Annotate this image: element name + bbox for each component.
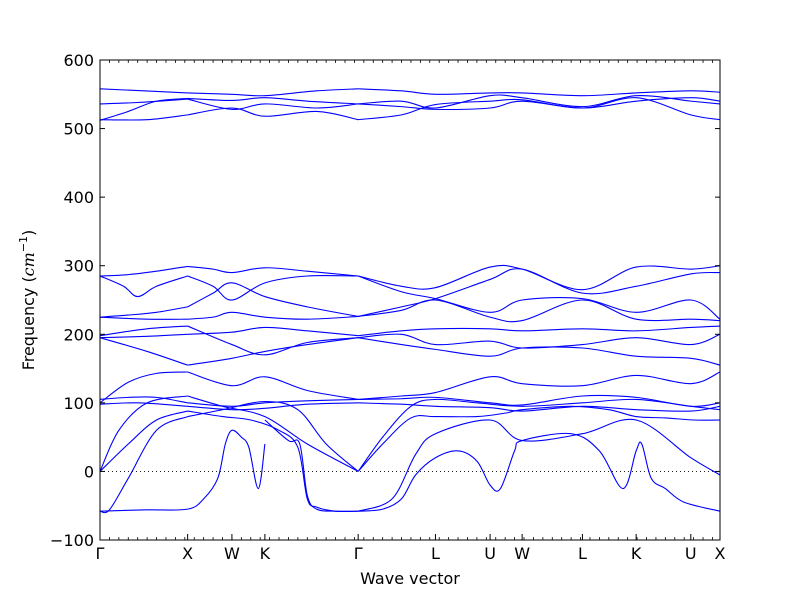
band-line-6 xyxy=(187,88,359,97)
band-line-38 xyxy=(187,402,359,411)
band-line-29 xyxy=(187,326,359,337)
band-line-48 xyxy=(187,395,359,472)
y-tick-label: 400 xyxy=(63,188,94,207)
y-tick-label: 500 xyxy=(63,120,94,139)
band-line-35 xyxy=(99,402,188,407)
y-tick-label: 300 xyxy=(63,257,94,276)
x-tick-label: Γ xyxy=(96,544,105,563)
band-line-14 xyxy=(99,306,188,318)
band-line-22 xyxy=(357,275,721,320)
band-line-50 xyxy=(357,405,721,472)
y-axis-label: Frequency (cm−1) xyxy=(17,230,38,371)
band-line-53 xyxy=(357,418,721,512)
band-line-45 xyxy=(99,429,266,512)
band-line-26 xyxy=(99,333,188,339)
plot-frame xyxy=(99,59,721,541)
band-line-46 xyxy=(187,410,359,513)
x-tick-label: W xyxy=(514,544,530,563)
band-line-47 xyxy=(264,419,359,512)
band-line-0 xyxy=(99,97,188,121)
band-line-24 xyxy=(99,337,188,366)
band-line-36 xyxy=(187,371,359,400)
band-line-11 xyxy=(358,94,721,109)
band-line-23 xyxy=(358,299,721,323)
band-line-20 xyxy=(358,264,721,291)
band-line-3 xyxy=(99,114,188,121)
x-tick-label: L xyxy=(431,544,440,563)
x-tick-label: X xyxy=(182,544,193,563)
band-line-33 xyxy=(99,371,188,404)
band-line-18 xyxy=(187,282,359,318)
band-line-39 xyxy=(358,371,721,400)
band-line-34 xyxy=(99,396,188,404)
x-tick-label: Γ xyxy=(354,544,363,563)
band-line-8 xyxy=(358,97,721,121)
band-line-4 xyxy=(187,97,359,105)
x-tick-label: U xyxy=(484,544,496,563)
band-line-49 xyxy=(187,400,359,472)
y-tick-label: 600 xyxy=(63,51,94,70)
band-line-27 xyxy=(187,337,359,366)
band-line-19 xyxy=(187,311,359,320)
band-line-1 xyxy=(99,98,188,105)
y-tick-label: 0 xyxy=(84,462,94,481)
band-line-31 xyxy=(358,325,721,337)
x-tick-label: X xyxy=(715,544,726,563)
band-line-17 xyxy=(187,274,359,301)
x-tick-label: U xyxy=(685,544,697,563)
y-tick-label: −100 xyxy=(50,531,94,550)
band-line-16 xyxy=(187,265,359,277)
band-line-12 xyxy=(99,265,188,277)
band-line-25 xyxy=(99,325,188,337)
band-line-2 xyxy=(99,88,188,94)
x-axis-label: Wave vector xyxy=(360,569,460,588)
band-line-41 xyxy=(358,402,721,412)
y-tick-label: 200 xyxy=(63,325,94,344)
band-line-52 xyxy=(358,432,721,512)
band-line-32 xyxy=(358,333,721,349)
band-line-21 xyxy=(358,268,721,317)
x-tick-label: L xyxy=(578,544,587,563)
band-line-13 xyxy=(99,275,188,298)
x-tick-label: K xyxy=(631,544,642,563)
y-axis-ticks: −100 0 100 200 300 400 500 600 xyxy=(50,51,720,550)
band-line-9 xyxy=(358,97,721,110)
band-line-28 xyxy=(187,325,359,356)
band-line-7 xyxy=(187,98,359,110)
band-line-44 xyxy=(99,416,188,514)
x-tick-label: K xyxy=(260,544,271,563)
band-line-15 xyxy=(99,316,188,320)
band-line-42 xyxy=(99,410,188,472)
band-line-51 xyxy=(357,398,721,472)
band-line-5 xyxy=(187,107,359,121)
band-lines xyxy=(99,88,721,514)
y-tick-label: 100 xyxy=(63,394,94,413)
band-line-43 xyxy=(99,395,188,472)
band-line-10 xyxy=(358,88,721,97)
x-tick-label: W xyxy=(224,544,240,563)
